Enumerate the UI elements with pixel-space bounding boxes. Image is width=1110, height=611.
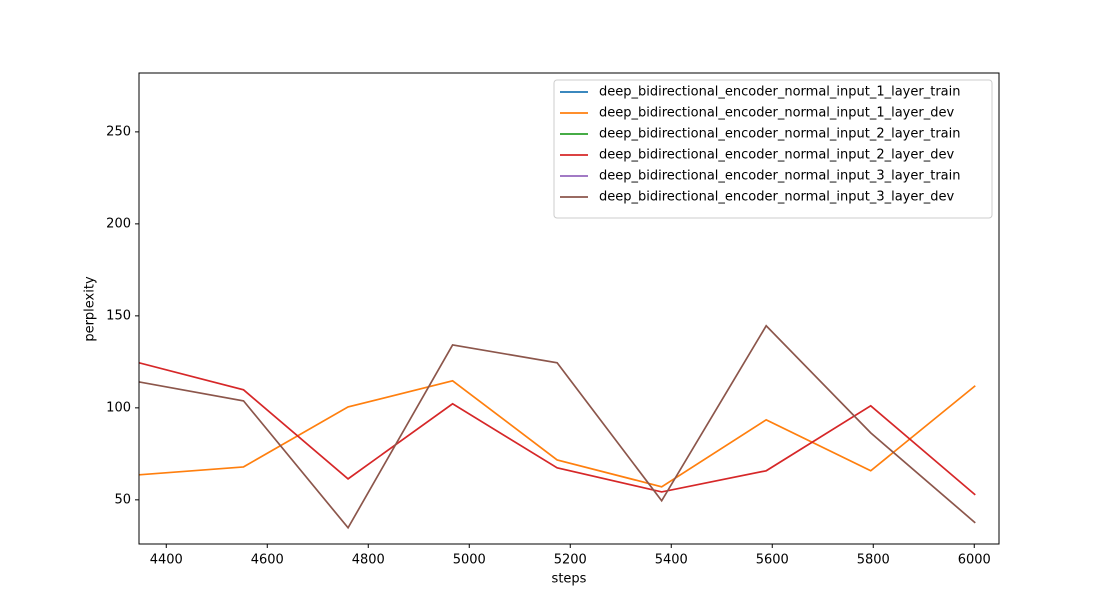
y-axis-label: perplexity bbox=[83, 276, 98, 342]
plot bbox=[139, 324, 976, 530]
y-tick-label: 50 bbox=[114, 492, 131, 507]
legend-label: deep_bidirectional_encoder_normal_input_… bbox=[599, 85, 960, 100]
legend: deep_bidirectional_encoder_normal_input_… bbox=[553, 79, 993, 219]
plot-frame bbox=[138, 72, 1000, 545]
y-tick-label: 100 bbox=[106, 400, 131, 415]
series-line bbox=[139, 324, 976, 530]
series-line bbox=[139, 379, 976, 488]
x-tick-label: 5200 bbox=[554, 553, 587, 568]
legend-label: deep_bidirectional_encoder_normal_input_… bbox=[599, 106, 954, 121]
x-axis-label: steps bbox=[552, 572, 587, 587]
x-tick-label: 5000 bbox=[453, 553, 486, 568]
x-tick-label: 5400 bbox=[655, 553, 688, 568]
legend-label: deep_bidirectional_encoder_normal_input_… bbox=[599, 169, 960, 184]
y-tick-label: 250 bbox=[106, 124, 131, 139]
x-tick-label: 4800 bbox=[352, 553, 385, 568]
x-tick-label: 6000 bbox=[958, 553, 991, 568]
series-line bbox=[139, 361, 976, 496]
x-tick-label: 5600 bbox=[756, 553, 789, 568]
x-tick-label: 4400 bbox=[150, 553, 183, 568]
y-tick-label: 150 bbox=[106, 308, 131, 323]
legend-label: deep_bidirectional_encoder_normal_input_… bbox=[599, 127, 960, 142]
legend-label: deep_bidirectional_encoder_normal_input_… bbox=[599, 190, 954, 205]
legend-label: deep_bidirectional_encoder_normal_input_… bbox=[599, 148, 954, 163]
legend-box bbox=[553, 79, 993, 219]
y-tick-label: 200 bbox=[106, 216, 131, 231]
x-tick-label: 5800 bbox=[857, 553, 890, 568]
x-tick-label: 4600 bbox=[251, 553, 284, 568]
